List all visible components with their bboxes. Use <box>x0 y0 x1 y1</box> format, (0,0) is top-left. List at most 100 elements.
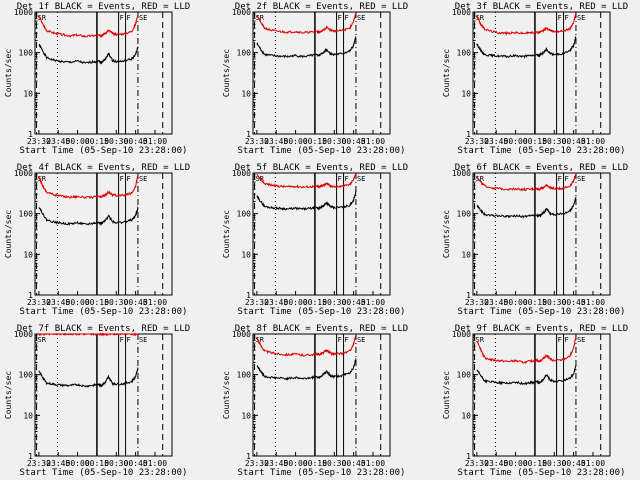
interval-marker-label: SR <box>476 336 485 344</box>
y-tick-label: 1000 <box>232 8 251 17</box>
plot-title: Det 6f BLACK = Events, RED = LLD <box>455 163 628 173</box>
x-tick-label: 01:00 <box>143 137 167 146</box>
y-axis-label: Counts/sec <box>4 210 13 258</box>
y-tick-label: 1 <box>466 291 471 300</box>
y-tick-label: 1 <box>28 452 33 461</box>
y-tick-label: 1 <box>466 452 471 461</box>
series-line-lld <box>256 333 357 357</box>
y-tick-label: 100 <box>457 49 472 58</box>
plot-frame <box>252 333 391 457</box>
x-tick-label: 00:15 <box>303 459 327 468</box>
interval-marker-label: F <box>345 175 349 183</box>
plot-panel-1: Det 1f BLACK = Events, RED = LLD 1 10 100 10… <box>4 2 190 156</box>
interval-marker-label: F <box>558 336 562 344</box>
x-tick-label: 23:45 <box>46 137 70 146</box>
y-tick-label: 1000 <box>14 330 33 339</box>
x-tick-label: 00:15 <box>303 137 327 146</box>
x-tick-label: 00:15 <box>303 298 327 307</box>
plot-title: Det 1f BLACK = Events, RED = LLD <box>17 2 190 12</box>
x-tick-label: 23:30 <box>27 137 51 146</box>
y-tick-label: 100 <box>457 371 472 380</box>
x-tick-label: 23:30 <box>27 298 51 307</box>
x-tick-label: 01:00 <box>581 459 605 468</box>
interval-marker-label: SR <box>476 175 485 183</box>
x-tick-label: 00:30 <box>542 459 566 468</box>
x-tick-label: 23:30 <box>465 137 489 146</box>
interval-marker-label: F <box>565 336 569 344</box>
series-line-events <box>256 36 357 59</box>
series-line-events <box>256 358 357 381</box>
y-tick-label: 10 <box>23 250 33 259</box>
x-tick-label: 01:00 <box>143 459 167 468</box>
y-tick-label: 10 <box>461 250 471 259</box>
y-tick-label: 10 <box>461 89 471 98</box>
x-tick-label: 00:00 <box>284 137 308 146</box>
x-tick-label: 00:30 <box>322 298 346 307</box>
y-tick-label: 10 <box>23 411 33 420</box>
series-line-events <box>38 367 139 388</box>
y-tick-label: 100 <box>237 210 252 219</box>
plot-frame <box>34 333 173 457</box>
plot-panel-8: Det 8f BLACK = Events, RED = LLD 1 10 100 10… <box>222 324 408 478</box>
x-tick-label: 00:00 <box>66 137 90 146</box>
y-tick-label: 10 <box>241 89 251 98</box>
x-tick-label: 23:45 <box>484 298 508 307</box>
y-axis-label: Counts/sec <box>222 371 231 419</box>
interval-marker-label: F <box>565 14 569 22</box>
interval-marker-label: SE <box>139 336 147 344</box>
y-axis-label: Counts/sec <box>442 49 451 97</box>
x-tick-label: 00:30 <box>104 137 128 146</box>
y-tick-label: 100 <box>457 210 472 219</box>
x-tick-label: 00:45 <box>562 459 586 468</box>
x-tick-label: 23:45 <box>484 137 508 146</box>
y-tick-label: 1 <box>246 130 251 139</box>
x-tick-label: 00:45 <box>124 459 148 468</box>
x-tick-label: 00:00 <box>284 298 308 307</box>
interval-marker-label: SE <box>357 14 365 22</box>
plot-panel-3: Det 3f BLACK = Events, RED = LLD 1 10 100 10… <box>442 2 628 156</box>
interval-marker-label: F <box>127 14 131 22</box>
x-tick-label: 00:30 <box>322 459 346 468</box>
y-tick-label: 10 <box>241 250 251 259</box>
y-axis-label: Counts/sec <box>4 49 13 97</box>
x-tick-label: 00:15 <box>85 137 109 146</box>
interval-marker-label: SE <box>139 175 147 183</box>
plot-panel-7: Det 7f BLACK = Events, RED = LLD 1 10 100 10… <box>4 324 190 478</box>
x-axis-label: Start Time (05-Sep-10 23:28:00) <box>238 307 406 317</box>
x-tick-label: 00:00 <box>66 298 90 307</box>
x-tick-label: 00:45 <box>342 137 366 146</box>
interval-marker-label: F <box>127 336 131 344</box>
interval-marker-label: SR <box>38 175 47 183</box>
x-tick-label: 00:45 <box>342 459 366 468</box>
x-tick-label: 00:15 <box>85 298 109 307</box>
interval-marker-label: F <box>338 175 342 183</box>
x-tick-label: 00:45 <box>342 298 366 307</box>
x-tick-label: 00:00 <box>504 137 528 146</box>
y-tick-label: 1000 <box>232 169 251 178</box>
x-tick-label: 23:30 <box>27 459 51 468</box>
series-line-lld <box>256 12 357 35</box>
x-tick-label: 23:30 <box>245 459 269 468</box>
series-line-lld <box>476 12 577 36</box>
series-line-events <box>38 205 139 226</box>
plot-panel-9: Det 9f BLACK = Events, RED = LLD 1 10 100 10… <box>442 324 628 478</box>
plot-panel-2: Det 2f BLACK = Events, RED = LLD 1 10 100 10… <box>222 2 408 156</box>
x-tick-label: 00:30 <box>322 137 346 146</box>
series-line-events <box>476 36 577 59</box>
x-tick-label: 00:00 <box>504 459 528 468</box>
y-tick-label: 1000 <box>14 169 33 178</box>
y-tick-label: 100 <box>237 49 252 58</box>
y-axis-label: Counts/sec <box>4 371 13 419</box>
interval-marker-label: SE <box>357 175 365 183</box>
series-line-events <box>476 196 577 219</box>
x-axis-label: Start Time (05-Sep-10 23:28:00) <box>20 307 188 317</box>
x-tick-label: 23:45 <box>46 459 70 468</box>
interval-marker-label: SE <box>577 14 585 22</box>
x-tick-label: 23:30 <box>245 137 269 146</box>
x-tick-label: 01:00 <box>361 459 385 468</box>
x-tick-label: 23:45 <box>46 298 70 307</box>
x-tick-label: 00:45 <box>562 298 586 307</box>
x-tick-label: 23:30 <box>245 298 269 307</box>
x-tick-label: 00:30 <box>542 298 566 307</box>
interval-marker-label: F <box>120 175 124 183</box>
